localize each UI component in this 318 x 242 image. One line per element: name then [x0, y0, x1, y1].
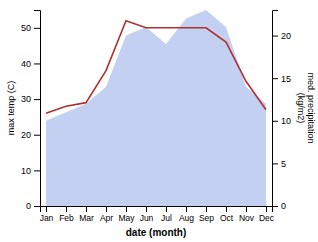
y2-tick-label: 15	[281, 74, 291, 84]
x-tick-label: Jun	[140, 213, 154, 223]
y-tick-label: 10	[21, 166, 31, 176]
x-tick: Oct	[220, 206, 234, 223]
x-tick-mark	[106, 206, 107, 212]
x-tick-mark	[46, 206, 47, 212]
y2-axis-title: med. precipitation(kg/m2)	[296, 72, 316, 143]
y-tick-label: 30	[21, 94, 31, 104]
y-tick-mark	[34, 99, 40, 100]
y-tick: 10	[21, 166, 40, 176]
y-tick-mark	[34, 170, 40, 171]
y-tick-mark	[34, 206, 40, 207]
x-tick-label: Mar	[79, 213, 94, 223]
x-tick-mark	[166, 206, 167, 212]
y-tick: 50	[21, 23, 40, 33]
y2-tick-label: 10	[281, 116, 291, 126]
x-tick-label: Aug	[179, 213, 194, 223]
x-tick: Nov	[239, 206, 255, 223]
chart: Jan Feb Mar Apr May Jun Jul Aug Sep Oct Nov Dec 0 10 2…	[0, 0, 318, 242]
y2-tick-mark	[272, 163, 278, 164]
y2-tick-label: 0	[281, 201, 286, 211]
marks	[46, 10, 266, 206]
y-tick: 30	[21, 94, 40, 104]
x-tick-mark	[206, 206, 207, 212]
x-tick-label: Oct	[220, 213, 234, 223]
y2-tick-label: 5	[281, 159, 286, 169]
temp-line	[46, 21, 266, 114]
x-tick: Feb	[59, 206, 74, 223]
x-tick-label: Dec	[259, 213, 275, 223]
y-axis: 0 10 20 30 40 50	[21, 11, 41, 212]
y2-tick-mark	[272, 121, 278, 122]
x-tick-label: May	[118, 213, 135, 223]
y-tick: 40	[21, 59, 40, 69]
plot-root: Jan Feb Mar Apr May Jun Jul Aug Sep Oct Nov Dec 0 10 2…	[6, 10, 316, 238]
x-tick-label: Jul	[161, 213, 172, 223]
y-tick-mark	[34, 63, 40, 64]
y-tick-label: 20	[21, 130, 31, 140]
y2-axis-title-line: (kg/m2)	[296, 93, 306, 124]
y2-tick-mark	[272, 206, 278, 207]
axis-line	[41, 207, 273, 213]
y-tick-mark	[34, 135, 40, 136]
x-tick: Apr	[100, 206, 113, 223]
x-tick-mark	[126, 206, 127, 212]
x-tick: Jul	[161, 206, 172, 223]
x-tick: Aug	[179, 206, 194, 223]
x-tick: Jan	[40, 206, 54, 223]
y-tick: 0	[26, 201, 40, 211]
y-axis-title: max temp (C)	[6, 81, 16, 136]
x-tick-mark	[266, 206, 267, 212]
x-tick-mark	[226, 206, 227, 212]
x-tick-mark	[246, 206, 247, 212]
x-axis: Jan Feb Mar Apr May Jun Jul Aug Sep Oct Nov Dec	[40, 206, 275, 223]
y2-axis: 0 5 10 15 20	[272, 11, 291, 212]
x-tick-mark	[66, 206, 67, 212]
x-tick-mark	[86, 206, 87, 212]
x-tick-mark	[186, 206, 187, 212]
x-tick: May	[118, 206, 135, 223]
y2-tick-label: 20	[281, 31, 291, 41]
y-tick-label: 50	[21, 23, 31, 33]
axis-line	[34, 11, 41, 207]
x-tick-mark	[146, 206, 147, 212]
y2-tick: 15	[272, 74, 291, 84]
y-tick-label: 40	[21, 59, 31, 69]
x-tick: Mar	[79, 206, 94, 223]
x-tick-label: Sep	[199, 213, 214, 223]
x-tick: Jun	[140, 206, 154, 223]
precip-area	[46, 10, 266, 206]
x-tick: Sep	[199, 206, 214, 223]
x-axis-title: date (month)	[126, 227, 187, 238]
x-tick: Dec	[259, 206, 275, 223]
y2-tick: 20	[272, 31, 291, 41]
y2-axis-title-line: med. precipitation	[306, 72, 316, 143]
y2-tick-mark	[272, 78, 278, 79]
y2-tick: 5	[272, 159, 286, 169]
y-tick-mark	[34, 28, 40, 29]
y-tick: 20	[21, 130, 40, 140]
x-tick-label: Jan	[40, 213, 54, 223]
chart-container: Jan Feb Mar Apr May Jun Jul Aug Sep Oct Nov Dec 0 10 2…	[0, 0, 318, 242]
y2-tick: 10	[272, 116, 291, 126]
x-tick-label: Nov	[239, 213, 255, 223]
y2-tick-mark	[272, 36, 278, 37]
axis-line	[273, 11, 279, 207]
x-tick-label: Feb	[59, 213, 74, 223]
y-tick-label: 0	[26, 201, 31, 211]
x-tick-label: Apr	[100, 213, 113, 223]
y2-tick: 0	[272, 201, 286, 211]
